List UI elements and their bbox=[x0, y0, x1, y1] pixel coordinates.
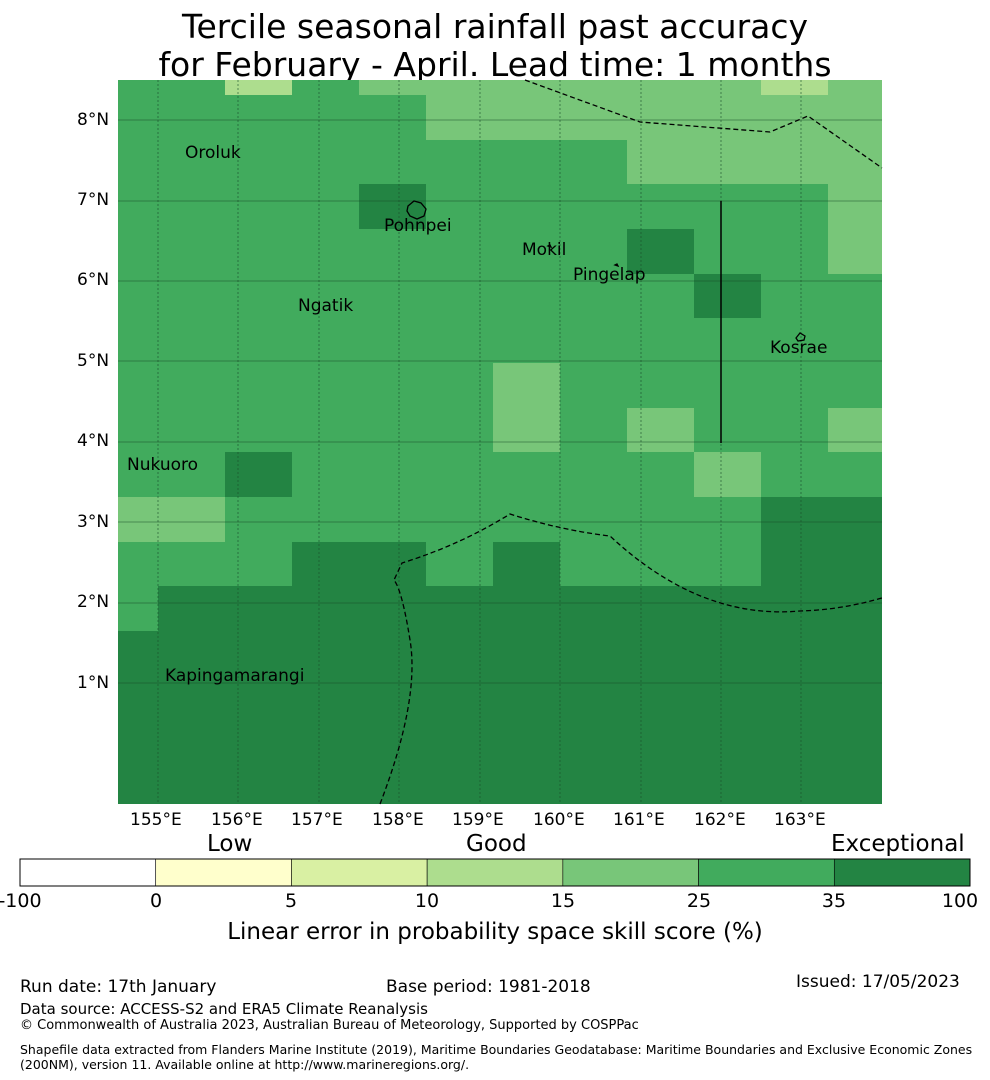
eez-boundary-north bbox=[524, 79, 883, 169]
eez-boundary-south bbox=[379, 513, 883, 805]
colorbar-tick-label: 100 bbox=[941, 890, 979, 912]
mokil-islet bbox=[546, 244, 553, 249]
colorbar-segment bbox=[833, 858, 971, 887]
lat-tick-label: 6°N bbox=[77, 270, 110, 290]
lat-tick-label: 7°N bbox=[77, 190, 110, 210]
skill-cell bbox=[118, 80, 225, 95]
colorbar-label: Linear error in probability space skill … bbox=[227, 919, 763, 945]
skill-cell bbox=[292, 80, 359, 95]
lat-tick-label: 2°N bbox=[77, 592, 110, 612]
skill-cell bbox=[627, 229, 694, 274]
colorbar-tick-label: -100 bbox=[0, 890, 42, 912]
colorbar-segment bbox=[698, 858, 835, 887]
colorbar-segments bbox=[19, 858, 971, 887]
issued-date: Issued: 17/05/2023 bbox=[796, 972, 960, 992]
lon-tick-label: 159°E bbox=[452, 810, 504, 830]
skill-cell bbox=[118, 631, 882, 804]
skill-cell bbox=[761, 497, 882, 586]
map-title-line1: Tercile seasonal rainfall past accuracy bbox=[181, 7, 809, 46]
skill-cell bbox=[493, 363, 560, 452]
coastlines bbox=[406, 200, 806, 342]
lon-tick-label: 156°E bbox=[211, 810, 263, 830]
pohnpei-coastline bbox=[406, 200, 427, 220]
skill-cell bbox=[426, 80, 761, 95]
lon-tick-label: 158°E bbox=[372, 810, 424, 830]
colorbar-tick-label: 15 bbox=[550, 890, 576, 912]
skill-cell bbox=[426, 95, 627, 140]
shapefile-credit-line2: (200NM), version 11. Available online at… bbox=[20, 1057, 470, 1072]
base-period: Base period: 1981-2018 bbox=[386, 977, 591, 997]
skill-grid bbox=[118, 80, 882, 804]
place-label-pingelap: Pingelap bbox=[573, 265, 646, 285]
place-label-oroluk: Oroluk bbox=[185, 143, 241, 163]
skill-cell bbox=[828, 80, 882, 95]
colorbar-segment bbox=[426, 858, 564, 887]
colorbar-segment bbox=[291, 858, 428, 887]
skill-cell bbox=[225, 80, 292, 95]
skill-cell bbox=[828, 140, 882, 184]
skill-cell bbox=[761, 80, 828, 95]
kosrae-coastline bbox=[795, 332, 806, 342]
colorbar bbox=[19, 858, 971, 887]
place-label-nukuoro: Nukuoro bbox=[127, 455, 199, 475]
place-label-ngatik: Ngatik bbox=[298, 296, 354, 316]
colorbar-category-low: Low bbox=[207, 831, 253, 857]
eez-boundaries bbox=[379, 79, 883, 805]
lon-tick-label: 162°E bbox=[694, 810, 746, 830]
skill-cell bbox=[359, 184, 426, 229]
lon-tick-label: 160°E bbox=[533, 810, 585, 830]
skill-cell bbox=[493, 542, 560, 586]
copyright-notice: © Commonwealth of Australia 2023, Austra… bbox=[20, 1018, 639, 1033]
skill-cell bbox=[158, 586, 882, 631]
lon-tick-label: 163°E bbox=[774, 810, 826, 830]
skill-cell bbox=[627, 95, 882, 140]
colorbar-tick-label: 5 bbox=[284, 890, 298, 912]
colorbar-segment bbox=[19, 858, 157, 887]
colorbar-category-exceptional: Exceptional bbox=[831, 831, 965, 857]
lon-tick-label: 161°E bbox=[613, 810, 665, 830]
skill-cell bbox=[292, 542, 426, 586]
pingelap-islet bbox=[613, 263, 620, 268]
skill-cell bbox=[225, 452, 292, 497]
skill-cell bbox=[627, 408, 694, 452]
colorbar-segment bbox=[155, 858, 292, 887]
place-label-kosrae: Kosrae bbox=[770, 338, 828, 358]
data-source: Data source: ACCESS-S2 and ERA5 Climate … bbox=[20, 1000, 428, 1018]
lat-tick-label: 4°N bbox=[77, 431, 110, 451]
shapefile-credit-line1: Shapefile data extracted from Flanders M… bbox=[20, 1042, 973, 1057]
colorbar-tick-label: 25 bbox=[686, 890, 712, 912]
lat-tick-label: 3°N bbox=[77, 512, 110, 532]
skill-cell bbox=[359, 80, 426, 95]
colorbar-segment bbox=[562, 858, 699, 887]
skill-cell bbox=[694, 274, 761, 318]
place-label-mokil: Mokil bbox=[522, 240, 567, 260]
place-label-pohnpei: Pohnpei bbox=[384, 216, 452, 236]
colorbar-tick-label: 35 bbox=[821, 890, 847, 912]
lat-tick-label: 1°N bbox=[77, 673, 110, 693]
lat-tick-label: 5°N bbox=[77, 351, 110, 371]
place-label-kapingamarangi: Kapingamarangi bbox=[165, 666, 305, 686]
skill-cell bbox=[694, 452, 761, 497]
map-title-line2: for February - April. Lead time: 1 month… bbox=[158, 45, 832, 84]
skill-cell bbox=[118, 497, 225, 542]
lat-tick-label: 8°N bbox=[77, 110, 110, 130]
colorbar-category-good: Good bbox=[466, 831, 527, 857]
lon-tick-label: 157°E bbox=[291, 810, 343, 830]
skill-cell bbox=[627, 140, 828, 184]
skill-cell bbox=[828, 184, 882, 274]
colorbar-outline bbox=[19, 858, 971, 887]
colorbar-tick-label: 10 bbox=[414, 890, 440, 912]
colorbar-tick-label: 0 bbox=[149, 890, 163, 912]
skill-cell bbox=[828, 408, 882, 452]
run-date: Run date: 17th January bbox=[20, 977, 217, 997]
lon-tick-label: 155°E bbox=[130, 810, 182, 830]
